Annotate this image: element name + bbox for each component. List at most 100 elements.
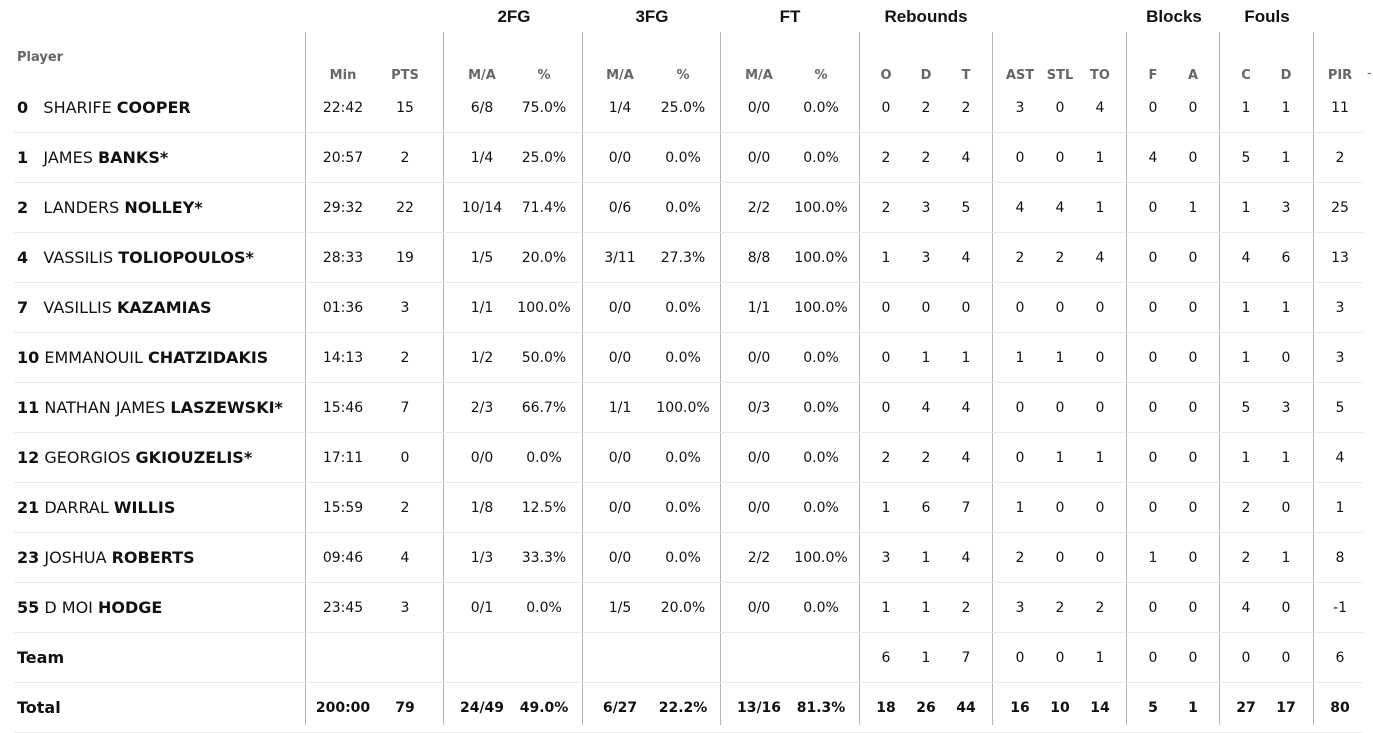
player-row: 55 D MOI HODGE 23:45 3 0/1 0.0% 1/5 20.0% 0/0 0.… bbox=[0, 583, 1373, 633]
stat-to: 1 bbox=[1095, 150, 1105, 166]
column-header-pts: PTS bbox=[391, 68, 419, 83]
total-row: Total 200:00 79 24/49 49.0% 6/27 22.2% 13/16 81.… bbox=[0, 683, 1373, 733]
stat-ast: 2 bbox=[1015, 250, 1025, 266]
stat-pir: 3 bbox=[1335, 350, 1345, 366]
group-header-fouls: Fouls bbox=[1244, 7, 1290, 26]
stat-reb-t: 0 bbox=[961, 300, 971, 316]
stat-3fg-ma: 0/6 bbox=[608, 200, 632, 216]
player-first-name: EMMANOUIL bbox=[44, 348, 143, 367]
column-header-3fg-pct: % bbox=[676, 68, 690, 83]
stat-2fg-ma: 1/5 bbox=[470, 250, 494, 266]
stat-pts: 22 bbox=[396, 200, 414, 216]
stat-2fg-pct: 25.0% bbox=[521, 150, 567, 166]
stat-reb-t: 5 bbox=[961, 200, 971, 216]
stat-foul-d: 1 bbox=[1281, 150, 1291, 166]
player-last-name: GKIOUZELIS* bbox=[135, 448, 253, 467]
column-header-reb-o: O bbox=[880, 68, 892, 83]
stat-2fg-pct: 50.0% bbox=[521, 350, 567, 366]
column-header-blk-a: A bbox=[1187, 68, 1199, 83]
stat-pts: 7 bbox=[400, 400, 410, 416]
stat-reb-o: 1 bbox=[881, 600, 891, 616]
row-divider bbox=[14, 332, 1363, 333]
stat-stl: 2 bbox=[1055, 250, 1065, 266]
player-name-link[interactable]: 2 LANDERS NOLLEY* bbox=[17, 183, 203, 233]
stat-reb-t: 4 bbox=[961, 550, 971, 566]
stat-ast: 0 bbox=[1015, 400, 1025, 416]
stat-stl: 1 bbox=[1055, 350, 1065, 366]
team-label-text: Team bbox=[17, 648, 65, 667]
column-divider bbox=[859, 32, 860, 725]
stat-pts: 19 bbox=[396, 250, 414, 266]
stat-ft-ma: 2/2 bbox=[747, 550, 771, 566]
player-name-link[interactable]: 12 GEORGIOS GKIOUZELIS* bbox=[17, 433, 252, 483]
row-divider bbox=[14, 382, 1363, 383]
more-columns-indicator[interactable]: - bbox=[1367, 66, 1372, 81]
total-label: Total bbox=[17, 698, 61, 717]
stat-blk-a: 0 bbox=[1188, 300, 1198, 316]
player-name-link[interactable]: 10 EMMANOUIL CHATZIDAKIS bbox=[17, 333, 268, 383]
player-last-name: ROBERTS bbox=[111, 548, 195, 567]
player-number: 12 bbox=[17, 448, 40, 467]
stat-reb-o: 1 bbox=[881, 500, 891, 516]
player-first-name: JAMES bbox=[43, 148, 93, 167]
player-number: 7 bbox=[17, 298, 29, 317]
player-name-link[interactable]: 55 D MOI HODGE bbox=[17, 583, 162, 633]
stat-pir: 6 bbox=[1335, 650, 1345, 666]
column-header-reb-t: T bbox=[961, 68, 971, 83]
stat-blk-a: 1 bbox=[1188, 200, 1198, 216]
player-name-link[interactable]: 4 VASSILIS TOLIOPOULOS* bbox=[17, 233, 254, 283]
stat-min: 01:36 bbox=[322, 300, 364, 316]
column-header-2fg-pct: % bbox=[537, 68, 551, 83]
column-header-min: Min bbox=[329, 68, 357, 83]
column-divider bbox=[582, 32, 583, 725]
stat-3fg-pct: 0.0% bbox=[665, 150, 701, 166]
column-divider bbox=[305, 32, 306, 725]
player-row: 4 VASSILIS TOLIOPOULOS* 28:33 19 1/5 20.0% 3/… bbox=[0, 233, 1373, 283]
stat-pir: 1 bbox=[1335, 500, 1345, 516]
player-last-name: TOLIOPOULOS* bbox=[118, 248, 254, 267]
stat-ast: 3 bbox=[1015, 100, 1025, 116]
stat-ft-pct: 100.0% bbox=[794, 300, 848, 316]
stat-pir: 25 bbox=[1331, 200, 1349, 216]
player-name-link[interactable]: 21 DARRAL WILLIS bbox=[17, 483, 175, 533]
stat-foul-d: 0 bbox=[1281, 650, 1291, 666]
column-header-stl: STL bbox=[1046, 68, 1074, 83]
player-name-link[interactable]: 0 SHARIFE COOPER bbox=[17, 83, 191, 133]
stat-pir: 13 bbox=[1331, 250, 1349, 266]
stat-blk-f: 0 bbox=[1148, 250, 1158, 266]
stat-to: 0 bbox=[1095, 300, 1105, 316]
player-name-link[interactable]: 1 JAMES BANKS* bbox=[17, 133, 168, 183]
stat-ft-ma: 2/2 bbox=[747, 200, 771, 216]
stat-to: 0 bbox=[1095, 350, 1105, 366]
player-name-link[interactable]: 11 NATHAN JAMES LASZEWSKI* bbox=[17, 383, 283, 433]
stat-reb-t: 4 bbox=[961, 250, 971, 266]
stat-reb-d: 2 bbox=[921, 100, 931, 116]
stat-blk-f: 0 bbox=[1148, 350, 1158, 366]
column-header-ft-ma: M/A bbox=[745, 68, 773, 83]
stat-min: 15:46 bbox=[322, 400, 364, 416]
stat-2fg-pct: 66.7% bbox=[521, 400, 567, 416]
stat-reb-o: 1 bbox=[881, 250, 891, 266]
stat-2fg-ma: 24/49 bbox=[459, 700, 505, 716]
player-last-name: HODGE bbox=[97, 598, 163, 617]
player-number: 0 bbox=[17, 98, 29, 117]
column-header-to: TO bbox=[1090, 68, 1110, 83]
stat-blk-f: 5 bbox=[1148, 700, 1158, 716]
stat-min: 28:33 bbox=[322, 250, 364, 266]
player-first-name: VASILLIS bbox=[43, 298, 112, 317]
stat-reb-o: 0 bbox=[881, 100, 891, 116]
stat-2fg-ma: 10/14 bbox=[461, 200, 503, 216]
stat-blk-f: 4 bbox=[1148, 150, 1158, 166]
stat-ft-pct: 0.0% bbox=[803, 400, 839, 416]
player-name-link[interactable]: 7 VASILLIS KAZAMIAS bbox=[17, 283, 212, 333]
stat-pir: 3 bbox=[1335, 300, 1345, 316]
stat-2fg-pct: 75.0% bbox=[521, 100, 567, 116]
stat-ft-ma: 0/0 bbox=[747, 150, 771, 166]
player-row: 7 VASILLIS KAZAMIAS 01:36 3 1/1 100.0% 0/0 0.0… bbox=[0, 283, 1373, 333]
stat-reb-d: 3 bbox=[921, 250, 931, 266]
column-header-foul-d: D bbox=[1280, 68, 1292, 83]
stat-ft-ma: 0/0 bbox=[747, 600, 771, 616]
stat-blk-a: 0 bbox=[1188, 250, 1198, 266]
player-name-link[interactable]: 23 JOSHUA ROBERTS bbox=[17, 533, 195, 583]
stat-ft-ma: 13/16 bbox=[736, 700, 782, 716]
